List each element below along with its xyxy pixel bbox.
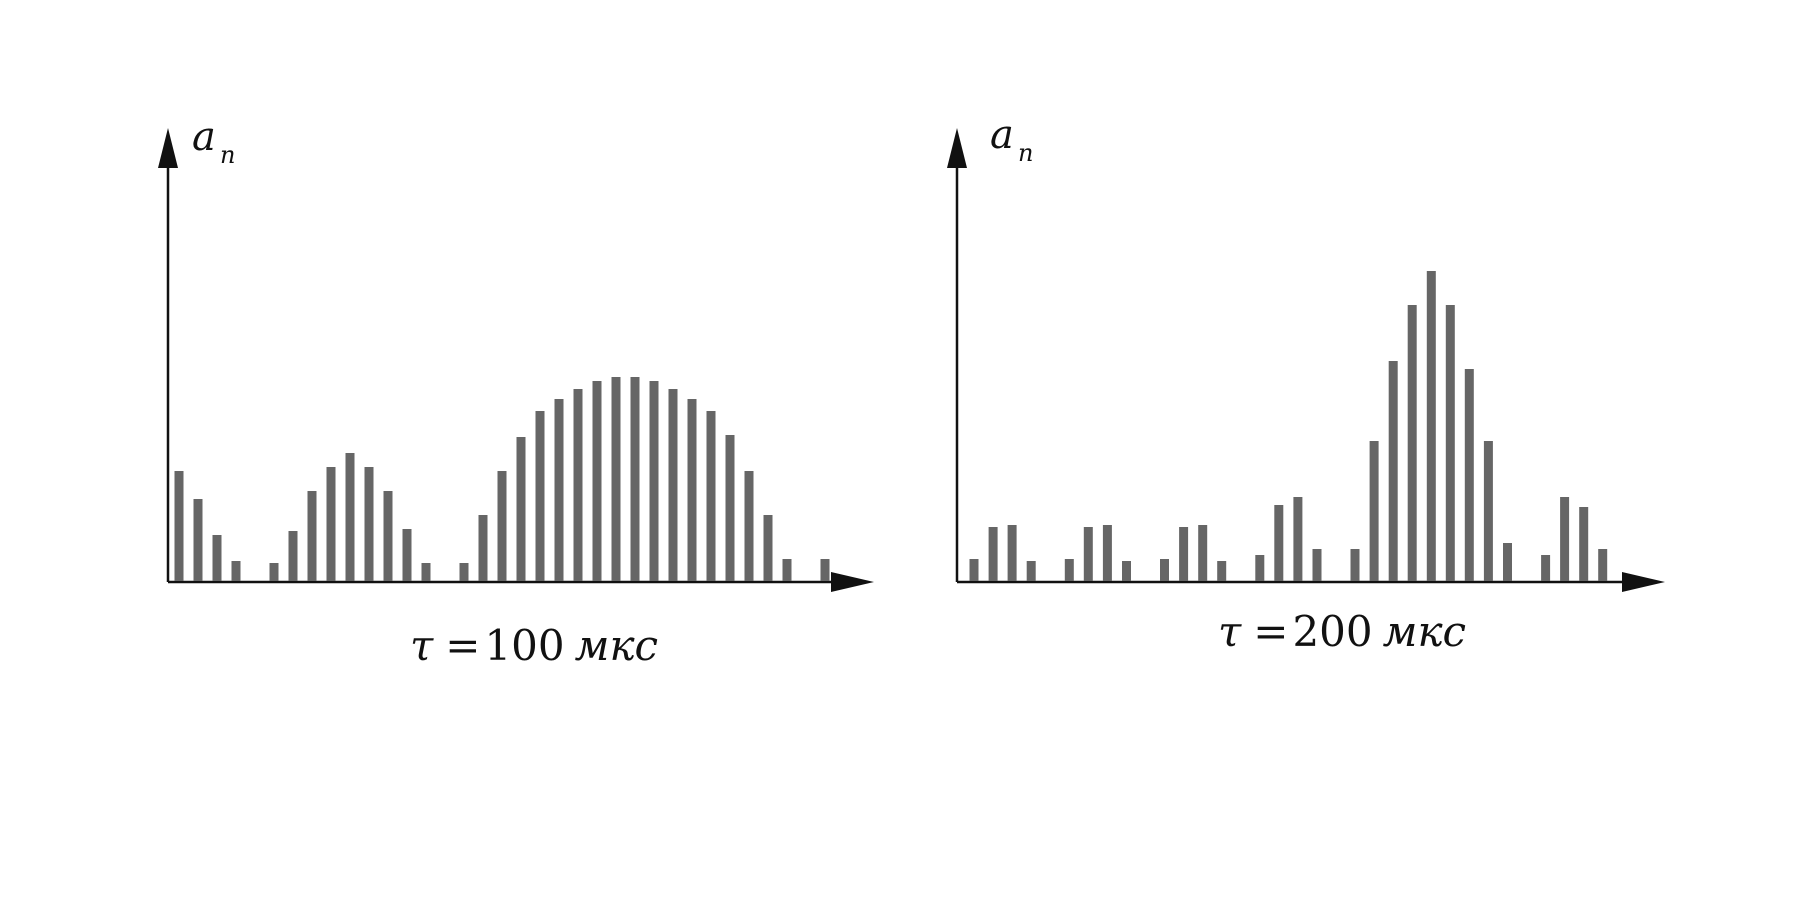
bar-28 <box>687 399 697 581</box>
bar-1 <box>969 559 979 581</box>
bar-24 <box>1407 305 1417 581</box>
bar-30 <box>725 435 735 581</box>
bar-2 <box>193 499 203 581</box>
bar-6 <box>1064 559 1074 581</box>
y-axis-label: a <box>990 112 1014 158</box>
bar-21 <box>1350 549 1360 581</box>
x-axis-arrow <box>831 572 874 592</box>
bar-12 <box>383 491 393 581</box>
bar-18 <box>1293 497 1303 581</box>
y-axis-label-subscript: n <box>1018 139 1033 167</box>
bar-13 <box>402 529 412 581</box>
bar-32 <box>1560 497 1570 581</box>
bar-7 <box>288 531 298 581</box>
bar-24 <box>611 377 621 581</box>
bar-27 <box>1464 369 1474 581</box>
bar-22 <box>573 389 583 581</box>
bar-23 <box>1388 361 1398 581</box>
bar-34 <box>1598 549 1608 581</box>
bars-group <box>969 271 1608 581</box>
bar-29 <box>706 411 716 581</box>
bar-17 <box>1274 505 1284 581</box>
bar-29 <box>1503 543 1512 581</box>
y-axis-arrow <box>158 128 178 168</box>
bar-22 <box>1369 441 1379 581</box>
x-axis-arrow <box>1622 572 1665 592</box>
bar-14 <box>1217 561 1227 581</box>
bar-9 <box>1122 561 1131 581</box>
bar-21 <box>554 399 564 581</box>
bar-25 <box>1426 271 1436 581</box>
bar-9 <box>326 467 336 581</box>
bar-27 <box>668 389 678 581</box>
bars-group <box>174 377 830 581</box>
bar-13 <box>1198 525 1208 581</box>
bar-23 <box>592 381 602 581</box>
bar-6 <box>269 563 279 581</box>
bar-3 <box>1007 525 1017 581</box>
chart-tau-200: a n τ =200 мкс <box>947 112 1665 656</box>
bar-26 <box>1445 305 1455 581</box>
bar-2 <box>988 527 998 581</box>
chart-caption: τ =200 мкс <box>1218 607 1466 656</box>
bar-16 <box>1255 555 1265 581</box>
bar-14 <box>421 563 431 581</box>
bar-20 <box>535 411 545 581</box>
chart-tau-100: a n τ =100 мкс <box>158 114 874 670</box>
bar-4 <box>1026 561 1036 581</box>
bar-26 <box>649 381 659 581</box>
bar-10 <box>345 453 355 581</box>
bar-19 <box>1312 549 1322 581</box>
bar-32 <box>763 515 773 581</box>
bar-4 <box>231 561 241 581</box>
bar-25 <box>630 377 640 581</box>
bar-11 <box>364 467 374 581</box>
bar-33 <box>1579 507 1589 581</box>
bar-8 <box>307 491 317 581</box>
y-axis-arrow <box>947 128 967 168</box>
bar-33 <box>782 559 792 581</box>
bar-18 <box>497 471 507 581</box>
bar-19 <box>516 437 526 581</box>
bar-1 <box>174 471 184 581</box>
y-axis-label-subscript: n <box>220 141 235 169</box>
bar-35 <box>820 559 830 581</box>
y-axis-label: a <box>192 114 216 160</box>
chart-caption: τ =100 мкс <box>410 621 658 670</box>
bar-11 <box>1160 559 1169 581</box>
bar-16 <box>459 563 469 581</box>
bar-3 <box>212 535 222 581</box>
bar-7 <box>1083 527 1093 581</box>
bar-12 <box>1179 527 1189 581</box>
bar-31 <box>1541 555 1551 581</box>
bar-28 <box>1483 441 1493 581</box>
bar-31 <box>744 471 754 581</box>
bar-17 <box>478 515 488 581</box>
bar-8 <box>1102 525 1112 581</box>
